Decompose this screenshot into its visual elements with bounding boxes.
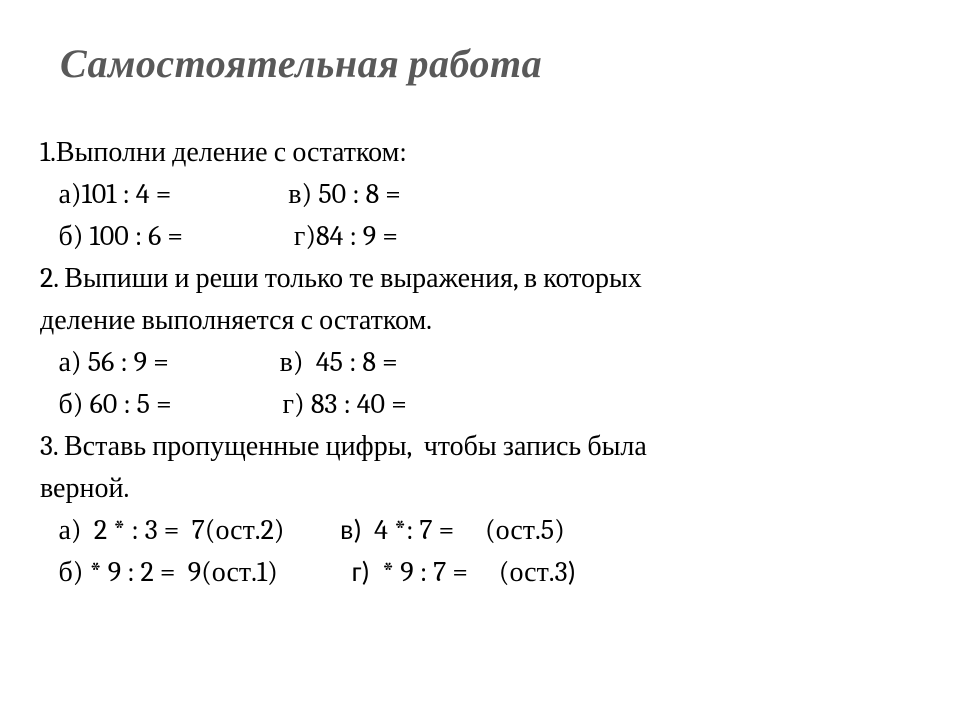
- task3-row1: а) 2 * : 3 = 7(ост.2) в) 4 *: 7 = (ост.5…: [40, 509, 920, 551]
- task1-b: б) 100 : 6 =: [40, 220, 183, 252]
- task1-v: в) 50 : 8 =: [288, 178, 401, 210]
- slide: Самостоятельная работа 1.Выполни деление…: [0, 0, 960, 720]
- task3-prompt-l2: верной.: [40, 467, 920, 509]
- task2-b: б) 60 : 5 =: [40, 388, 172, 420]
- task2-row2: б) 60 : 5 = г) 83 : 40 =: [40, 383, 920, 425]
- task3-v-expr: 4 *: 7 = (ост.5): [362, 514, 565, 546]
- body-text: 1.Выполни деление с остатком: а)101 : 4 …: [40, 131, 920, 593]
- task2-g: г) 83 : 40 =: [283, 388, 407, 420]
- task3-a: а) 2 * : 3 = 7(ост.2): [40, 514, 285, 546]
- task1-prompt: 1.Выполни деление с остатком:: [40, 131, 920, 173]
- task2-v: в) 45 : 8 =: [280, 346, 398, 378]
- task3-g-close: ): [567, 554, 576, 589]
- task1-row1: а)101 : 4 = в) 50 : 8 =: [40, 173, 920, 215]
- task3-g-expr: * 9 : 7 = (ост.3: [370, 556, 568, 588]
- task1-g: г)84 : 9 =: [294, 220, 398, 252]
- task3-prompt-l1: 3. Вставь пропущенные цифры, чтобы запис…: [40, 425, 920, 467]
- page-title: Самостоятельная работа: [60, 40, 920, 87]
- task2-prompt-l1: 2. Выпиши и реши только те выражения, в …: [40, 257, 920, 299]
- task1-a: а)101 : 4 =: [40, 178, 171, 210]
- task3-row2: б) * 9 : 2 = 9(ост.1) г) * 9 : 7 = (ост.…: [40, 551, 920, 593]
- task2-a: а) 56 : 9 =: [40, 346, 169, 378]
- task3-b: б) * 9 : 2 = 9(ост.1): [40, 556, 278, 588]
- task1-row2: б) 100 : 6 = г)84 : 9 =: [40, 215, 920, 257]
- task2-row1: а) 56 : 9 = в) 45 : 8 =: [40, 341, 920, 383]
- task2-prompt-l2: деление выполняется с остатком.: [40, 299, 920, 341]
- task3-v-letter: в): [340, 512, 362, 547]
- task3-g-letter: г): [352, 554, 370, 589]
